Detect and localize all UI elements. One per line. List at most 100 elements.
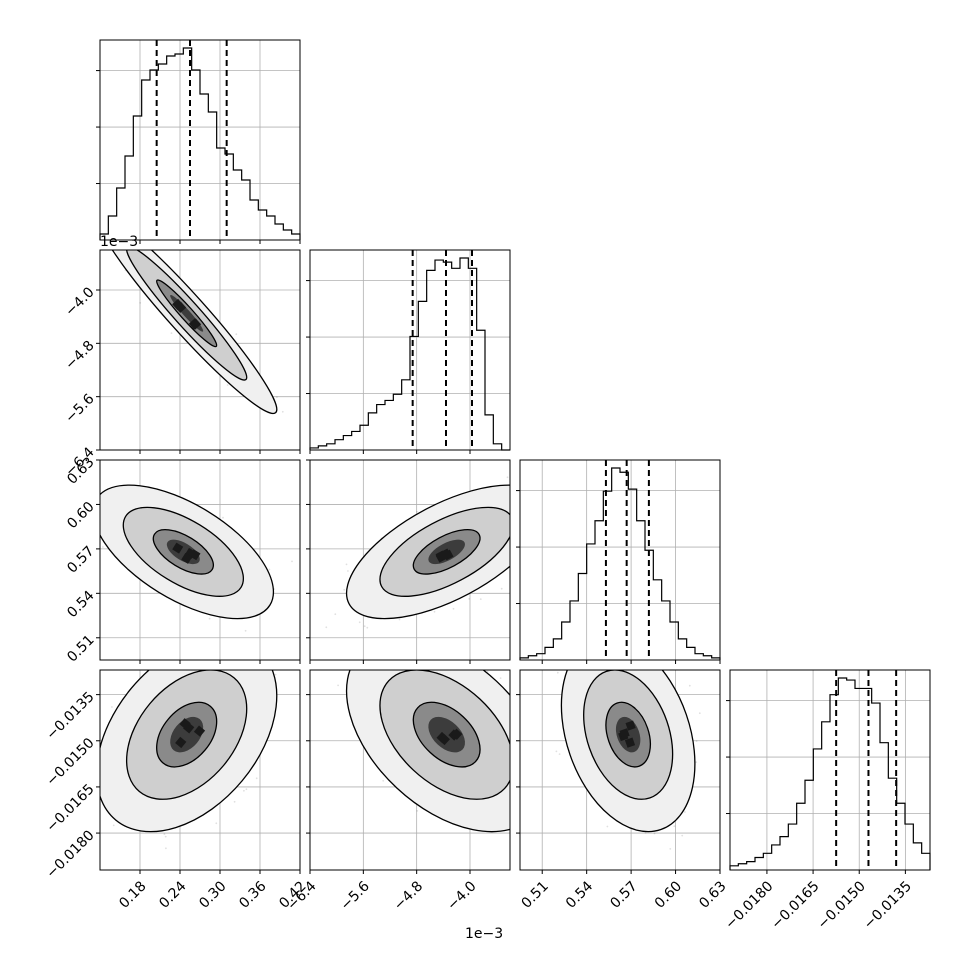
density-cell: [174, 301, 187, 313]
scatter-point: [92, 774, 94, 776]
scatter-point: [92, 210, 94, 212]
panel-content: [310, 460, 518, 660]
contour-line: [379, 506, 510, 597]
scatter-point: [345, 563, 348, 566]
histogram-panel-0: [96, 39, 301, 244]
scatter-point: [93, 515, 95, 517]
scatter-point: [245, 788, 248, 791]
scatter-point: [226, 384, 229, 386]
scatter-point: [513, 523, 515, 525]
scatter-point: [416, 510, 418, 513]
scatter-point: [250, 662, 252, 664]
histogram-panel-3: [726, 669, 931, 874]
scatter-point: [276, 396, 278, 398]
contour-line: [156, 279, 218, 348]
density-cell: [181, 552, 193, 564]
scatter-point: [291, 560, 293, 563]
panel-frame: [309, 249, 511, 451]
scatter-point: [358, 621, 361, 624]
scatter-point: [433, 610, 436, 613]
scatter-point: [111, 706, 113, 708]
scatter-point: [366, 626, 369, 629]
scatter-point: [281, 410, 284, 413]
contour-line: [412, 528, 481, 575]
scatter-point: [246, 665, 248, 667]
contour-line: [122, 506, 245, 597]
scatter-point: [511, 511, 513, 513]
panel-frame: [519, 459, 721, 661]
scatter-point: [343, 588, 346, 591]
density-cell: [189, 549, 201, 561]
histogram-step-line: [519, 467, 721, 660]
scatter-point: [516, 535, 518, 537]
histogram-panel-1: [306, 249, 511, 454]
scatter-point: [244, 629, 247, 632]
scatter-point: [468, 598, 471, 600]
scatter-point: [97, 793, 99, 795]
contour-line: [345, 484, 510, 620]
scatter-point: [233, 800, 236, 803]
contour-line: [100, 250, 278, 415]
scatter-point: [213, 668, 215, 670]
scatter-point: [514, 543, 516, 545]
scatter-point: [513, 526, 515, 528]
scatter-point: [209, 662, 211, 664]
panel-frame: [99, 459, 301, 661]
scatter-panel-1-0: [65, 179, 301, 454]
histogram-panel-2: [516, 459, 721, 664]
scatter-point: [255, 777, 258, 780]
panel-content: [65, 179, 300, 450]
scatter-point: [511, 531, 513, 533]
contour-line: [125, 250, 248, 381]
scatter-point: [363, 625, 366, 628]
scatter-point: [98, 762, 100, 764]
scatter-point: [452, 607, 455, 610]
scatter-point: [325, 626, 328, 629]
scatter-point: [222, 516, 224, 519]
scatter-point: [515, 532, 517, 534]
scatter-panel-3-0: [92, 662, 301, 874]
scatter-point: [510, 529, 512, 531]
scatter-point: [479, 598, 482, 600]
scatter-point: [514, 543, 516, 545]
scatter-point: [94, 544, 96, 546]
scatter-point: [170, 332, 173, 334]
scatter-point: [210, 665, 212, 667]
scatter-point: [511, 513, 513, 515]
scatter-point: [511, 530, 513, 532]
scatter-point: [268, 568, 271, 571]
contour-line: [152, 528, 214, 575]
density-cell: [440, 548, 452, 560]
histogram-step-line: [309, 257, 510, 451]
scatter-point: [212, 663, 214, 665]
scatter-panel-2-0: [92, 459, 301, 664]
scatter-point: [506, 476, 509, 479]
contour-line: [100, 484, 275, 620]
panel-bg: [520, 460, 720, 660]
density-cell: [188, 318, 201, 330]
scatter-point: [65, 179, 67, 181]
scatter-point: [139, 302, 142, 304]
scatter-point: [89, 229, 91, 231]
panel-frame: [99, 39, 301, 241]
scatter-point: [514, 494, 516, 496]
panels-layer: −6.4−5.6−4.8−4.00.510.540.570.600.63−0.0…: [43, 39, 931, 933]
panel-frame: [729, 669, 931, 871]
histogram-step-line: [99, 47, 301, 240]
scatter-point: [243, 789, 245, 792]
scatter-point: [398, 618, 401, 621]
scatter-point: [514, 533, 516, 535]
scatter-point: [92, 541, 94, 543]
scatter-point: [514, 528, 516, 530]
scatter-point: [513, 500, 515, 502]
scatter-point: [102, 546, 104, 548]
scatter-point: [235, 333, 238, 336]
scatter-panel-2-1: [306, 459, 518, 664]
panel-frame: [99, 249, 301, 451]
panel-content: [92, 662, 300, 870]
scatter-point: [334, 613, 337, 616]
panel-content: [92, 460, 300, 660]
density-cell: [172, 542, 184, 554]
scatter-point: [500, 587, 503, 590]
